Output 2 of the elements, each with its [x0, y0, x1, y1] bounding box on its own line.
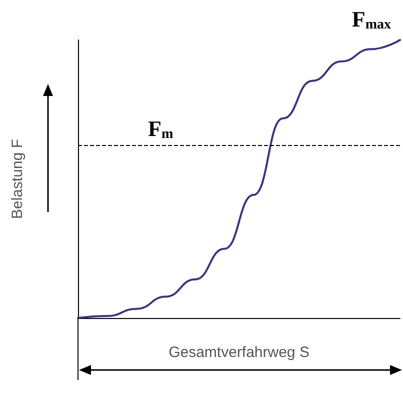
x-axis-title: Gesamtverfahrweg S: [168, 344, 310, 361]
y-axis-title: Belastung F: [9, 138, 26, 220]
